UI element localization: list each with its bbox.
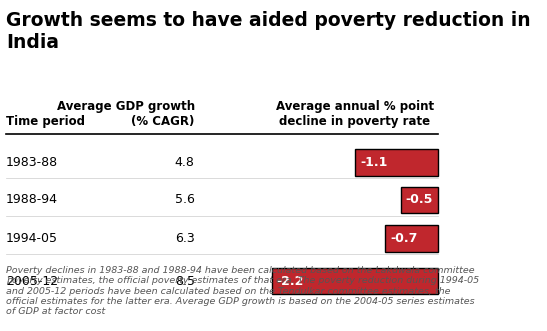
- Text: Average annual % point
decline in poverty rate: Average annual % point decline in povert…: [276, 100, 434, 128]
- Text: 4.8: 4.8: [175, 156, 195, 169]
- Text: 6.3: 6.3: [175, 232, 195, 245]
- FancyBboxPatch shape: [386, 225, 439, 252]
- Text: 2005-12: 2005-12: [6, 274, 58, 288]
- FancyBboxPatch shape: [355, 149, 439, 176]
- Text: -2.2: -2.2: [277, 274, 304, 288]
- Text: Average GDP growth
(% CAGR): Average GDP growth (% CAGR): [56, 100, 195, 128]
- FancyBboxPatch shape: [271, 267, 439, 295]
- Text: 1983-88: 1983-88: [6, 156, 58, 169]
- Text: -0.7: -0.7: [391, 232, 418, 245]
- Text: 1988-94: 1988-94: [6, 193, 58, 207]
- Text: 1994-05: 1994-05: [6, 232, 58, 245]
- Text: Poverty declines in 1983-88 and 1988-94 have been calculated based on the Lakdwa: Poverty declines in 1983-88 and 1988-94 …: [6, 266, 479, 316]
- Text: 5.6: 5.6: [175, 193, 195, 207]
- Text: Growth seems to have aided poverty reduction in
India: Growth seems to have aided poverty reduc…: [6, 11, 531, 52]
- FancyBboxPatch shape: [400, 186, 439, 213]
- Text: 8.5: 8.5: [174, 274, 195, 288]
- Text: -0.5: -0.5: [406, 193, 433, 207]
- Text: -1.1: -1.1: [360, 156, 388, 169]
- Text: Time period: Time period: [6, 115, 85, 128]
